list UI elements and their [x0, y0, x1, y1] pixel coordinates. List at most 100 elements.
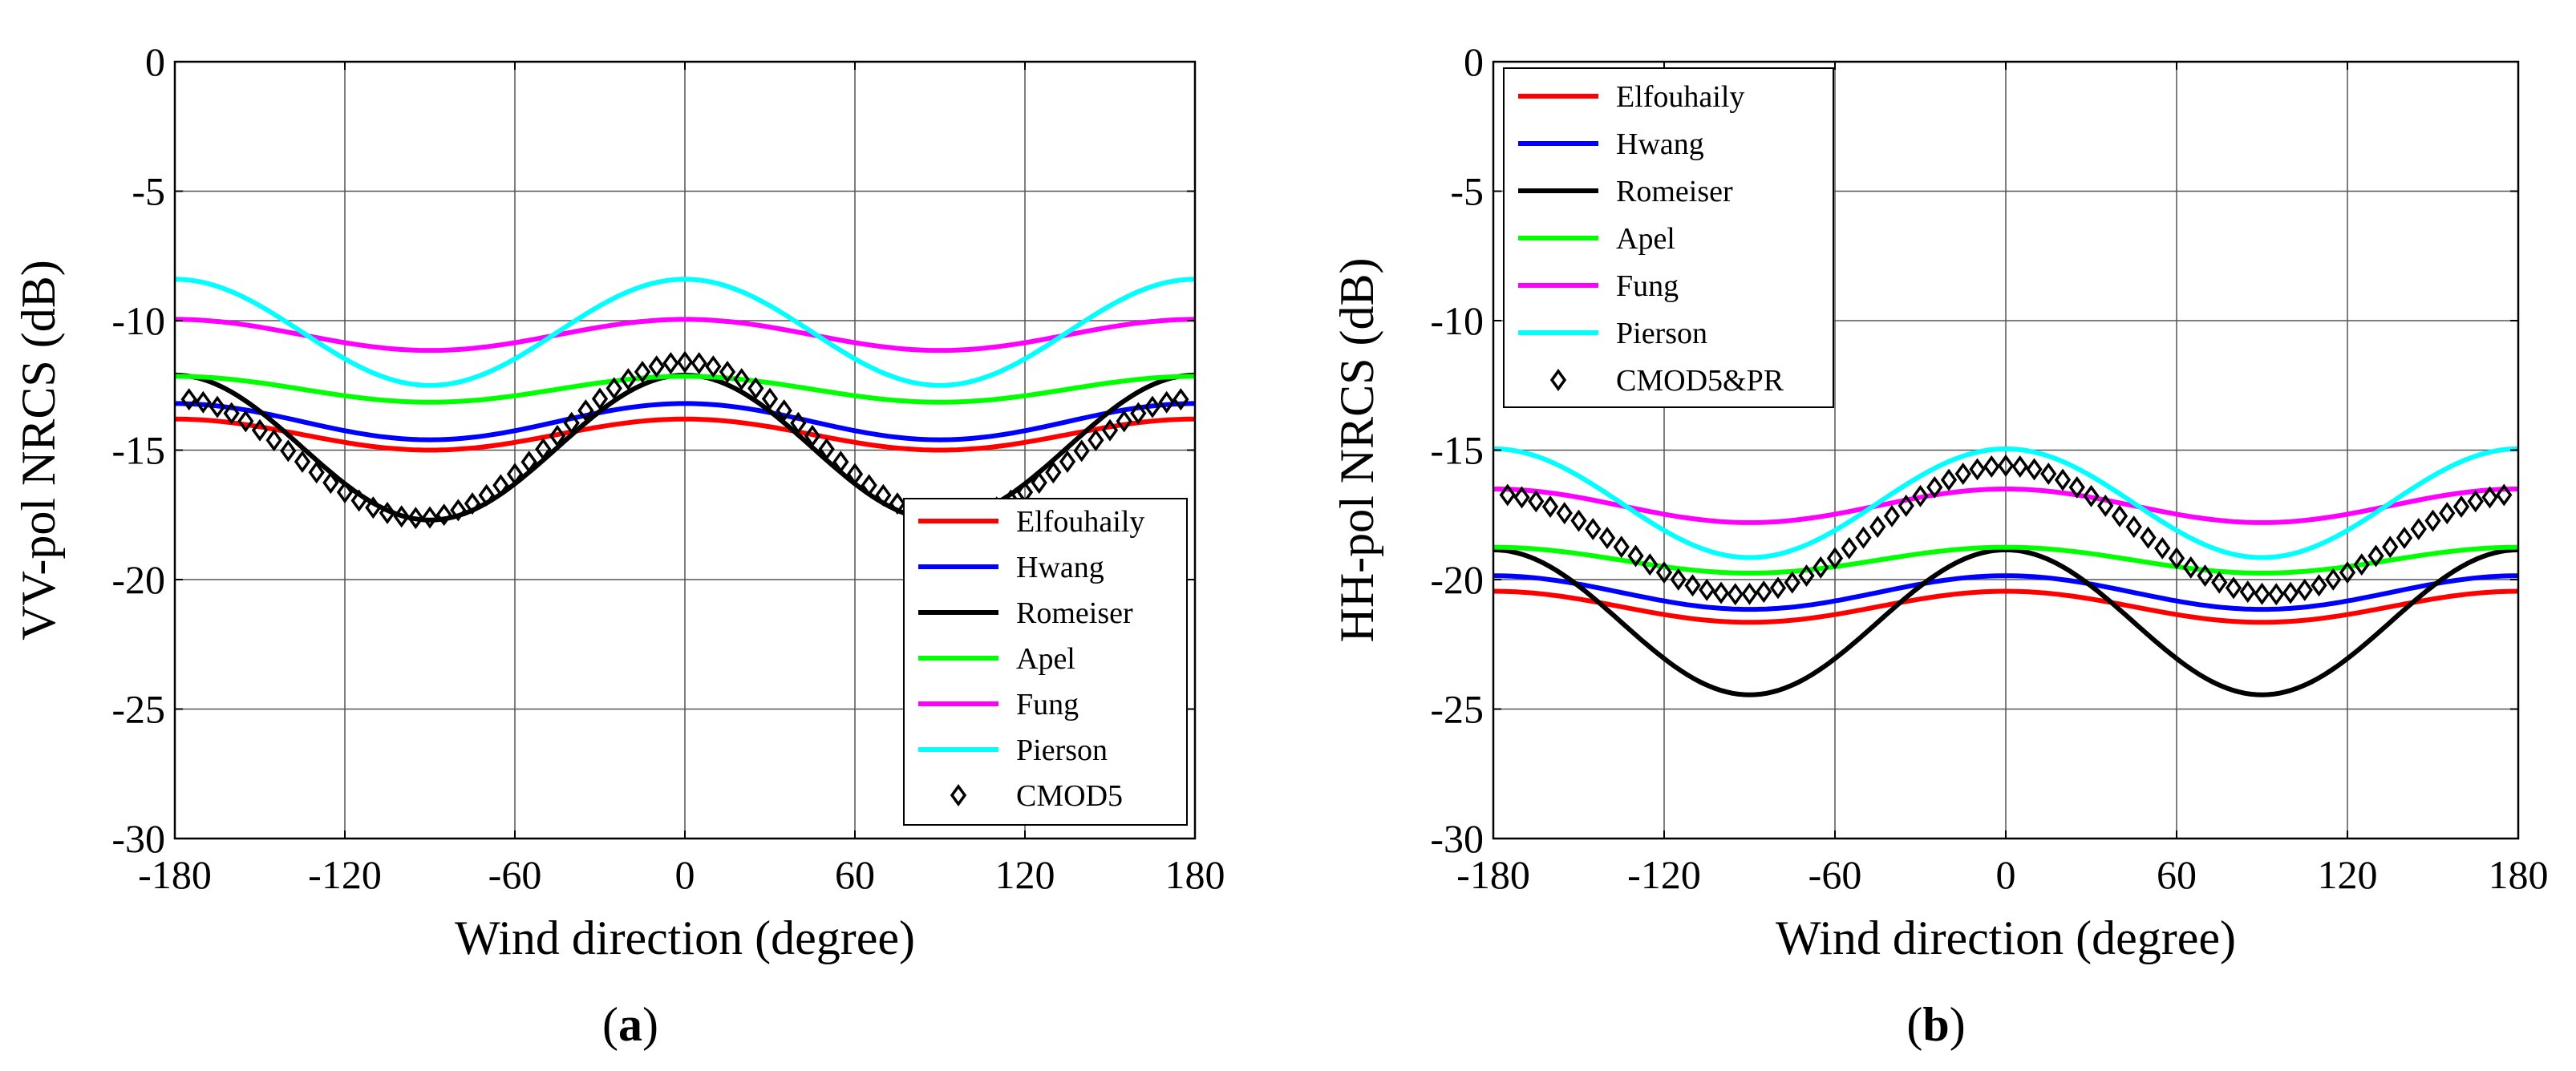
x-tick-label: 0 — [675, 852, 695, 897]
series-line-apel — [174, 374, 1196, 405]
data-point-cmod5 — [407, 507, 424, 530]
data-point-cmod5 — [1059, 450, 1076, 473]
panel-a-vv-pol-chart: -180 -120 -60 0 60 120 180 0 -5 -10 -15 -20 -25 -30 Wi… — [12, 39, 1225, 1051]
data-point-cmod5 — [379, 501, 396, 524]
data-point-cmod5 — [719, 360, 736, 383]
data-point-cmod5 — [308, 461, 325, 484]
legend: Elfouhaily Hwang Romeiser Apel Fung Pierson CM… — [1503, 67, 1834, 408]
y-tick-label: -10 — [1430, 298, 1484, 343]
data-point-cmod5 — [662, 352, 679, 375]
data-point-cmod5-pr — [1769, 576, 1787, 600]
data-point-cmod5-pr — [1712, 581, 1730, 604]
data-point-cmod5 — [237, 410, 254, 433]
data-point-cmod5 — [591, 387, 609, 410]
y-tick-label: -5 — [132, 169, 165, 214]
data-point-cmod5-pr — [2054, 468, 2072, 491]
data-point-cmod5-pr — [2282, 581, 2299, 604]
data-point-cmod5 — [1031, 471, 1047, 495]
data-point-cmod5-pr — [1670, 568, 1687, 591]
data-point-cmod5-pr — [1898, 494, 1914, 517]
legend-label-pierson: Pierson — [1616, 317, 1707, 350]
data-point-cmod5 — [251, 418, 269, 442]
data-point-cmod5 — [520, 451, 537, 474]
y-tick-label: -30 — [111, 816, 165, 861]
data-point-cmod5-pr — [1997, 454, 2015, 477]
data-point-cmod5 — [648, 355, 665, 378]
data-point-cmod5 — [435, 503, 452, 527]
x-tick-label: -60 — [488, 852, 542, 897]
series-line-fung — [1493, 487, 2518, 525]
legend-label-cmod5: CMOD5 — [1016, 779, 1123, 813]
data-point-cmod5-pr — [1869, 515, 1886, 539]
y-tick-label: -20 — [111, 557, 165, 602]
data-point-cmod5-pr — [1655, 561, 1673, 584]
series-line-apel — [1493, 544, 2519, 576]
data-point-cmod5 — [832, 451, 849, 474]
data-point-cmod5-pr — [2083, 484, 2100, 507]
data-point-cmod5 — [1173, 388, 1189, 411]
legend-label-fung: Fung — [1016, 688, 1079, 721]
data-point-cmod5-pr — [1727, 583, 1744, 606]
data-point-cmod5 — [563, 411, 580, 434]
data-point-cmod5-pr — [1883, 504, 1901, 527]
data-point-cmod5-pr — [1684, 574, 1701, 597]
data-point-cmod5-pr — [1784, 571, 1800, 594]
legend-label-hwang: Hwang — [1616, 127, 1704, 161]
panel-caption-letter: a — [618, 998, 642, 1051]
x-axis-label: Wind direction (degree) — [1776, 911, 2236, 964]
data-point-cmod5-pr — [2410, 517, 2427, 540]
data-point-cmod5 — [733, 368, 750, 391]
y-tick-label: -25 — [111, 687, 165, 732]
legend-label-hwang: Hwang — [1016, 551, 1104, 584]
data-point-cmod5 — [450, 499, 467, 522]
x-tick-label: -120 — [308, 852, 382, 897]
data-point-cmod5-pr — [2254, 582, 2270, 605]
data-point-cmod5-pr — [1598, 526, 1616, 549]
data-point-cmod5-pr — [1699, 578, 1715, 601]
data-point-cmod5-pr — [1926, 475, 1943, 499]
data-point-cmod5 — [180, 388, 197, 411]
data-point-cmod5-pr — [2382, 536, 2399, 559]
data-point-cmod5 — [761, 387, 779, 410]
data-point-cmod5-pr — [1585, 517, 1602, 540]
data-point-cmod5 — [209, 395, 226, 418]
data-point-cmod5 — [889, 492, 906, 515]
data-point-cmod5-pr — [2239, 580, 2256, 604]
data-point-cmod5-pr — [2011, 455, 2028, 479]
y-tick-label: -20 — [1430, 557, 1484, 602]
data-point-cmod5-pr — [1513, 486, 1530, 509]
data-point-cmod5-pr — [2481, 486, 2498, 509]
data-point-cmod5 — [790, 411, 807, 434]
data-point-cmod5 — [705, 355, 722, 378]
data-point-cmod5 — [577, 399, 594, 422]
data-point-cmod5 — [1101, 418, 1119, 442]
data-point-cmod5 — [804, 424, 821, 447]
x-tick-label: 180 — [2489, 852, 2549, 897]
data-point-cmod5-pr — [1741, 582, 1758, 605]
panel-b-hh-pol-chart: -180 -120 -60 0 60 120 180 0 -5 -10 -15 -20 -25 -30 Wi… — [1331, 39, 2549, 1051]
x-tick-label: -120 — [1627, 852, 1701, 897]
data-point-cmod5 — [634, 360, 651, 383]
data-point-cmod5 — [322, 471, 339, 495]
data-point-cmod5-pr — [2452, 495, 2470, 518]
data-point-cmod5 — [747, 377, 764, 400]
data-point-cmod5 — [1116, 410, 1132, 433]
x-tick-label: 120 — [2318, 852, 2378, 897]
data-point-cmod5 — [861, 474, 877, 497]
data-point-cmod5-pr — [2424, 509, 2441, 532]
x-tick-label: 120 — [995, 852, 1055, 897]
data-point-cmod5-pr — [1969, 458, 1986, 481]
series-line-elfouhaily — [174, 416, 1196, 453]
data-point-cmod5 — [464, 492, 481, 515]
legend: Elfouhaily Hwang Romeiser Apel Fung Pierson CM… — [903, 498, 1188, 826]
data-point-cmod5-pr — [1499, 483, 1516, 507]
data-point-cmod5-pr — [2040, 463, 2057, 485]
series-line-pierson — [1493, 446, 2519, 560]
x-tick-label: 60 — [835, 852, 875, 897]
data-point-cmod5-pr — [2111, 504, 2128, 527]
legend-label-pierson: Pierson — [1016, 734, 1108, 767]
data-point-cmod5-pr — [1528, 490, 1545, 513]
data-point-cmod5-pr — [2439, 502, 2456, 525]
panel-caption-letter: b — [1922, 998, 1949, 1051]
data-point-cmod5-pr — [2296, 578, 2313, 601]
